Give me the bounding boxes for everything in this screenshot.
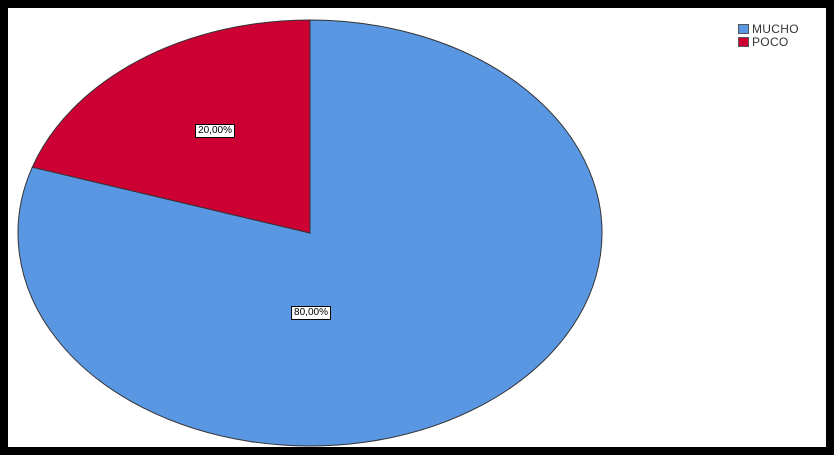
legend-item-mucho: MUCHO — [738, 22, 799, 35]
legend: MUCHO POCO — [738, 22, 799, 48]
legend-label-mucho: MUCHO — [752, 21, 799, 36]
legend-swatch-mucho — [738, 23, 749, 34]
slice-label-mucho: 80,00% — [291, 306, 331, 320]
legend-item-poco: POCO — [738, 35, 799, 48]
slice-label-poco: 20,00% — [195, 124, 235, 138]
legend-label-poco: POCO — [752, 34, 789, 49]
pie-slice-poco — [31, 19, 311, 234]
legend-swatch-poco — [738, 36, 749, 47]
